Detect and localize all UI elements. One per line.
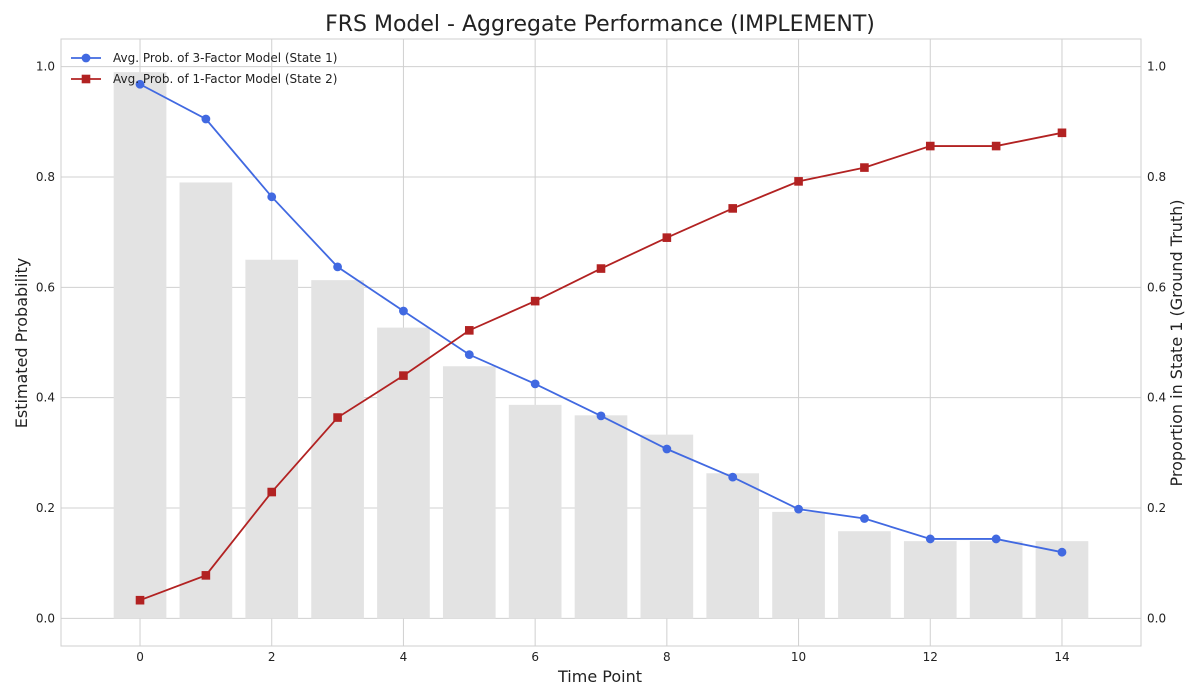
point-3-factor	[530, 379, 540, 389]
x-tick-label: 10	[791, 650, 806, 664]
legend-marker-1-factor	[81, 74, 91, 84]
point-1-factor	[860, 163, 869, 172]
y2-axis-label: Proportion in State 1 (Ground Truth)	[1167, 200, 1186, 487]
x-tick-label: 12	[923, 650, 938, 664]
legend: Avg. Prob. of 3-Factor Model (State 1) Av…	[71, 51, 337, 86]
point-1-factor	[794, 177, 803, 186]
point-1-factor	[530, 296, 540, 306]
point-1-factor	[201, 571, 211, 580]
legend-label-1-factor: Avg. Prob. of 1-Factor Model (State 2)	[113, 72, 337, 86]
point-3-factor	[925, 534, 935, 544]
point-1-factor	[1057, 128, 1067, 138]
chart-title: FRS Model - Aggregate Performance (IMPLE…	[325, 12, 875, 37]
ground-truth-bar	[508, 404, 562, 619]
point-3-factor	[991, 534, 1001, 544]
point-3-factor	[794, 504, 803, 514]
point-3-factor	[596, 411, 606, 421]
x-tick-label: 8	[663, 650, 671, 664]
point-3-factor	[399, 306, 408, 316]
y-tick-label: 0.6	[36, 280, 55, 294]
plot-frame	[60, 38, 1142, 647]
x-tick-label: 4	[400, 650, 408, 664]
axis-layer: 0 2 4 6 8 10 12 14 0.0 0.2 0.4 0.6 0.8 1.0 0.0 0.2 0.4 0.…	[36, 60, 1166, 664]
ground-truth-bar	[903, 541, 957, 619]
point-1-factor	[464, 326, 474, 335]
point-1-factor	[333, 413, 342, 422]
ground-truth-bar	[772, 511, 825, 619]
ground-truth-bar	[311, 280, 364, 619]
y-tick-label: 0.0	[36, 611, 55, 625]
ground-truth-bar	[969, 541, 1023, 619]
point-1-factor	[991, 141, 1001, 151]
legend-label-3-factor: Avg. Prob. of 3-Factor Model (State 1)	[113, 51, 337, 65]
ground-truth-bar	[245, 259, 299, 619]
y-tick-label: 1.0	[36, 60, 55, 74]
point-1-factor	[925, 141, 935, 151]
y-tick-label: 0.4	[36, 391, 55, 405]
legend-marker-3-factor	[81, 53, 91, 63]
ground-truth-bar	[442, 366, 496, 619]
point-3-factor	[662, 444, 672, 454]
ground-truth-bar	[377, 327, 430, 619]
ground-truth-bar	[179, 182, 233, 619]
point-1-factor	[399, 371, 408, 380]
point-1-factor	[267, 487, 277, 497]
point-3-factor	[464, 350, 474, 360]
point-3-factor	[201, 114, 211, 124]
x-tick-label: 6	[531, 650, 539, 664]
point-3-factor	[860, 514, 869, 523]
x-tick-label: 14	[1054, 650, 1069, 664]
ground-truth-bar	[574, 415, 628, 619]
y2-tick-label: 1.0	[1147, 60, 1166, 74]
point-3-factor	[728, 472, 738, 482]
ground-truth-bar	[113, 72, 167, 619]
point-1-factor	[728, 204, 738, 213]
ground-truth-bar	[640, 434, 694, 619]
point-1-factor	[596, 264, 606, 273]
point-3-factor	[333, 262, 342, 272]
y-tick-label: 0.8	[36, 170, 55, 184]
point-3-factor	[135, 79, 145, 89]
y2-tick-label: 0.4	[1147, 391, 1166, 405]
y-axis-label: Estimated Probability	[12, 258, 31, 429]
y2-tick-label: 0.6	[1147, 280, 1166, 294]
ground-truth-bar	[838, 531, 891, 619]
point-3-factor	[267, 192, 277, 202]
x-axis-label: Time Point	[557, 667, 642, 686]
x-tick-label: 2	[268, 650, 276, 664]
y2-tick-label: 0.0	[1147, 611, 1166, 625]
point-1-factor	[662, 233, 672, 242]
line-layer	[135, 79, 1067, 605]
x-tick-label: 0	[136, 650, 144, 664]
ground-truth-bar	[706, 473, 760, 619]
y2-tick-label: 0.2	[1147, 501, 1166, 515]
y2-tick-label: 0.8	[1147, 170, 1166, 184]
point-3-factor	[1057, 547, 1067, 557]
point-1-factor	[135, 595, 145, 605]
y-tick-label: 0.2	[36, 501, 55, 515]
